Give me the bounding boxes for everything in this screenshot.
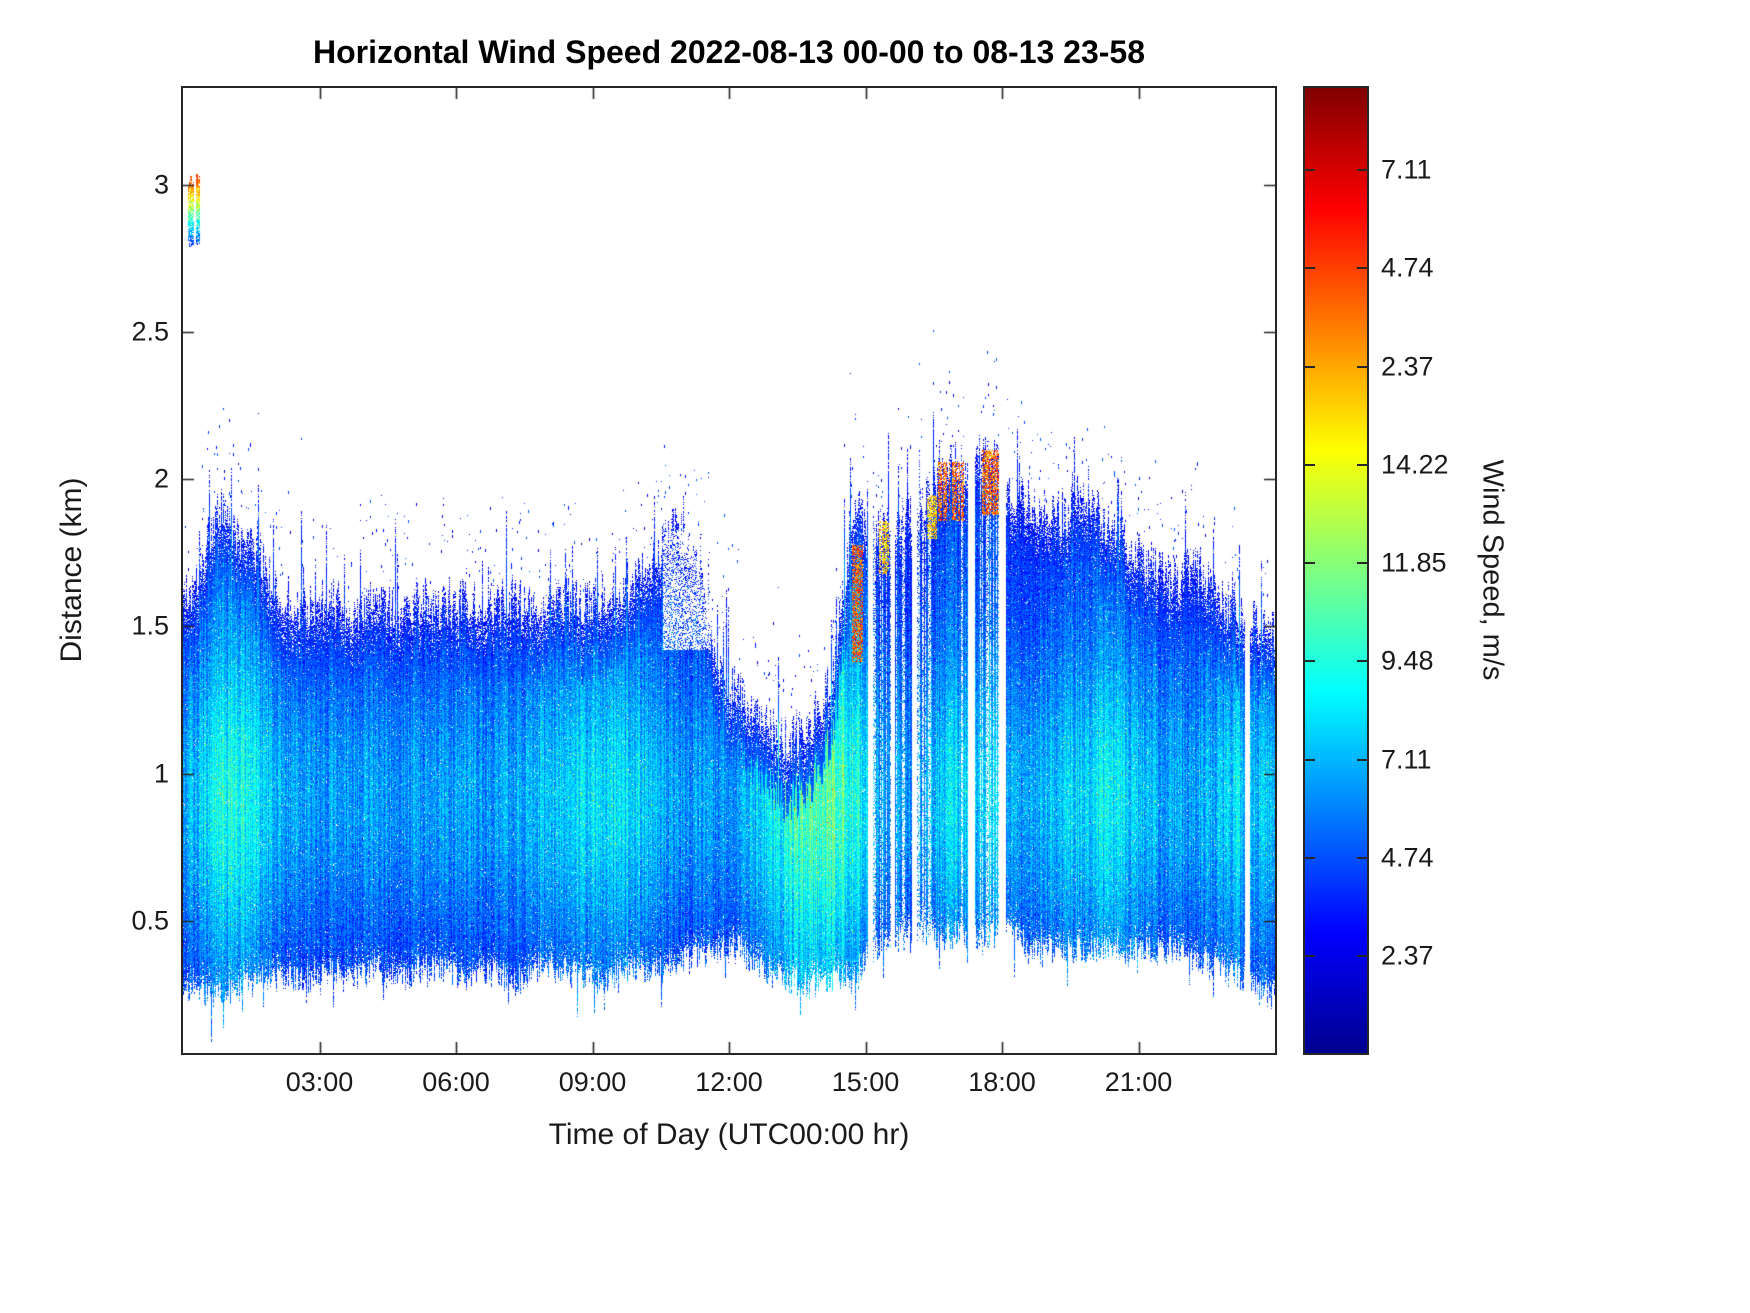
colorbar-tick-label: 2.37 bbox=[1381, 940, 1434, 971]
colorbar-label: Wind Speed, m/s bbox=[1476, 459, 1509, 681]
colorbar-tick-mark bbox=[1357, 267, 1367, 270]
colorbar-tick-mark bbox=[1305, 857, 1315, 860]
x-tick-label: 18:00 bbox=[968, 1067, 1036, 1097]
y-tick-label: 2 bbox=[153, 463, 169, 494]
colorbar-tick-label: 14.22 bbox=[1381, 449, 1449, 480]
colorbar-tick-mark bbox=[1357, 464, 1367, 467]
colorbar-tick-mark bbox=[1305, 758, 1315, 761]
y-tick-label: 1 bbox=[153, 758, 169, 788]
y-tick-label: 2.5 bbox=[131, 316, 169, 347]
x-tick-label: 21:00 bbox=[1104, 1067, 1173, 1097]
colorbar-tick-mark bbox=[1357, 561, 1367, 564]
colorbar-tick-label: 4.74 bbox=[1381, 842, 1434, 873]
colorbar-tick-mark bbox=[1305, 954, 1315, 957]
x-tick-label: 09:00 bbox=[558, 1067, 627, 1097]
colorbar-tick-mark bbox=[1305, 267, 1315, 270]
x-tick-label: 12:00 bbox=[695, 1067, 763, 1097]
colorbar-tick-mark bbox=[1305, 660, 1315, 663]
colorbar-tick-mark bbox=[1305, 365, 1315, 368]
colorbar-tick-mark bbox=[1357, 857, 1367, 860]
chart-title: Horizontal Wind Speed 2022-08-13 00-00 t… bbox=[312, 34, 1146, 70]
colorbar-tick-label: 11.85 bbox=[1381, 547, 1447, 578]
colorbar-tick-mark bbox=[1305, 464, 1315, 467]
colorbar-tick-mark bbox=[1357, 758, 1367, 761]
colorbar-tick-mark bbox=[1357, 954, 1367, 957]
x-axis-label: Time of Day (UTC00:00 hr) bbox=[548, 1118, 910, 1151]
colorbar-tick-label: 7.11 bbox=[1381, 154, 1432, 185]
x-tick-label: 03:00 bbox=[285, 1067, 354, 1097]
x-tick-label: 15:00 bbox=[831, 1067, 900, 1097]
colorbar-tick-label: 2.37 bbox=[1381, 351, 1434, 382]
heatmap-canvas bbox=[183, 88, 1275, 1053]
colorbar-gradient bbox=[1305, 88, 1367, 1053]
y-axis-label: Distance (km) bbox=[55, 477, 88, 663]
colorbar bbox=[1303, 86, 1369, 1055]
colorbar-tick-label: 7.11 bbox=[1381, 744, 1432, 775]
x-tick-label: 06:00 bbox=[422, 1067, 490, 1097]
colorbar-tick-mark bbox=[1357, 169, 1367, 172]
colorbar-tick-mark bbox=[1357, 660, 1367, 663]
colorbar-tick-label: 4.74 bbox=[1381, 252, 1434, 283]
colorbar-tick-mark bbox=[1357, 365, 1367, 368]
y-tick-label: 1.5 bbox=[131, 610, 169, 641]
y-tick-label: 3 bbox=[153, 169, 169, 200]
y-tick-label: 0.5 bbox=[131, 905, 169, 936]
colorbar-tick-mark bbox=[1305, 561, 1315, 564]
colorbar-tick-mark bbox=[1305, 169, 1315, 172]
plot-area bbox=[181, 86, 1277, 1055]
colorbar-tick-label: 9.48 bbox=[1381, 645, 1434, 676]
